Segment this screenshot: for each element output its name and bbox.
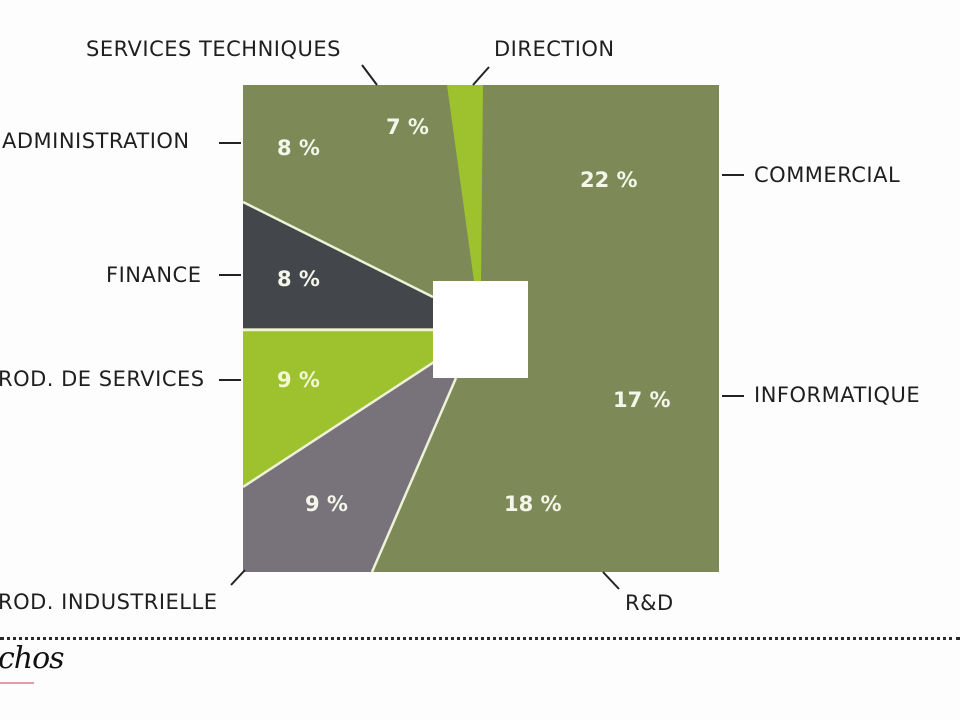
center-hole bbox=[433, 281, 528, 378]
slice-prod-industrielle bbox=[243, 362, 456, 572]
label-informatique: INFORMATIQUE bbox=[754, 383, 921, 407]
label-prod-industrielle: ROD. INDUSTRIELLE bbox=[0, 590, 218, 614]
label-administration: ADMINISTRATION bbox=[2, 129, 190, 153]
pct-informatique: 17 % bbox=[613, 388, 671, 412]
tick-prod-industrielle bbox=[230, 569, 246, 586]
slice-finance bbox=[243, 202, 433, 328]
pct-prod-services: 9 % bbox=[277, 368, 320, 392]
label-direction: DIRECTION bbox=[494, 37, 615, 61]
logo-underline bbox=[0, 682, 34, 684]
pct-finance: 8 % bbox=[277, 267, 320, 291]
pct-commercial: 22 % bbox=[580, 168, 638, 192]
label-commercial: COMMERCIAL bbox=[754, 163, 901, 187]
separator-industrielle-rd bbox=[370, 377, 458, 573]
separator-finance-top bbox=[242, 200, 434, 299]
label-services-techniques: SERVICES TECHNIQUES bbox=[86, 37, 341, 61]
label-finance: FINANCE bbox=[106, 263, 202, 287]
slice-direction bbox=[447, 85, 483, 281]
pct-rd: 18 % bbox=[504, 492, 562, 516]
footer-dotted-divider bbox=[0, 637, 960, 640]
tick-direction bbox=[472, 66, 490, 86]
pct-administration: 8 % bbox=[277, 136, 320, 160]
label-rd: R&D bbox=[625, 591, 674, 615]
tick-services-techniques bbox=[361, 64, 378, 86]
pct-prod-industrielle: 9 % bbox=[305, 492, 348, 516]
tick-rd bbox=[602, 571, 620, 590]
slice-prod-services bbox=[243, 332, 433, 487]
separator-services-industrielle bbox=[242, 360, 435, 489]
label-prod-services: ROD. DE SERVICES bbox=[0, 367, 205, 391]
pct-services-techniques: 7 % bbox=[386, 115, 429, 139]
publisher-logo: chos bbox=[0, 641, 65, 676]
